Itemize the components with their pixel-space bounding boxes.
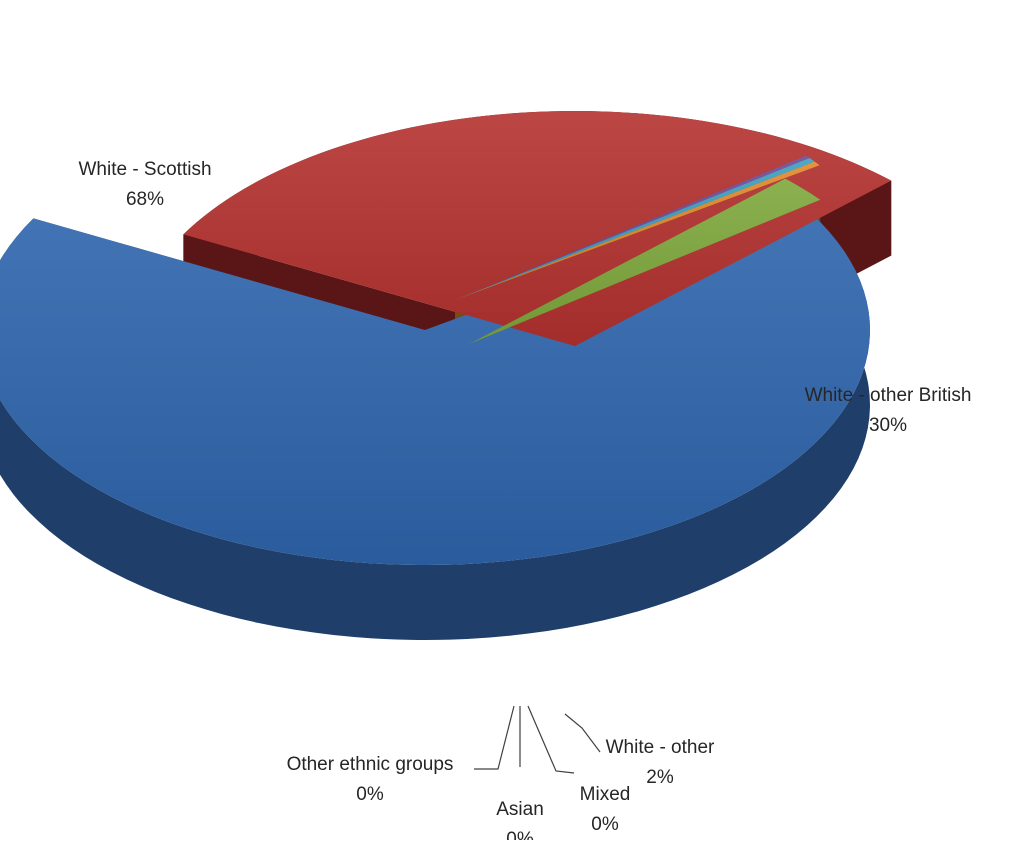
leader-line [527,705,575,774]
slice-label: Other ethnic groups [287,754,454,775]
pie-slice-shade [455,158,815,300]
pie-slice-shade [455,155,810,300]
slice-tops-layer [0,111,892,565]
slice-label: White - Scottish [78,159,211,180]
leader-line [564,713,601,753]
slice-percent-label: 0% [591,814,619,835]
slice-label: White - other [606,737,715,758]
slice-label: Mixed [580,784,631,805]
data-labels-layer: White - Scottish 68% White - other British… [78,159,972,845]
slice-percent-label: 30% [869,415,907,436]
pie-slice-shade [455,161,820,300]
pie-slice-shade [469,178,821,344]
slice-label: Asian [496,799,544,820]
pie-slice-shade [183,111,892,347]
slice-percent-label: 2% [646,767,674,788]
slice-percent-label: 0% [506,829,534,840]
slice-percent-label: 68% [126,189,164,210]
slice-percent-label: 0% [356,784,384,805]
leader-line [474,705,515,770]
leader-lines-layer [474,705,601,774]
slice-label: White - other British [805,385,972,406]
